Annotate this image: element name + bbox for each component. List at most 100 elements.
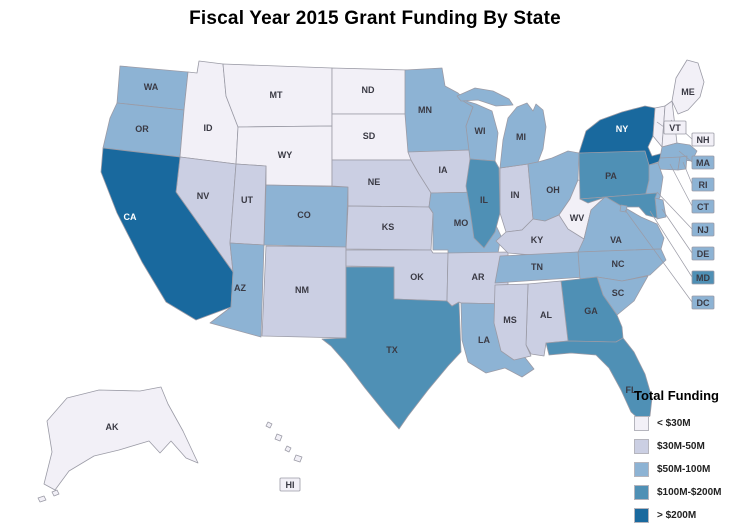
state-ca[interactable] (100, 147, 234, 321)
state-me[interactable] (671, 59, 705, 115)
leader-ma (678, 150, 693, 163)
state-label-mn: MN (418, 105, 432, 115)
callout-label-md: MD (696, 273, 710, 283)
state-label-nc: NC (612, 259, 625, 269)
state-label-co: CO (297, 210, 311, 220)
state-label-ky: KY (531, 235, 544, 245)
state-label-tn: TN (531, 262, 543, 272)
legend-item-30-50: $30M-50M (634, 439, 746, 454)
callout-label-ct: CT (697, 202, 709, 212)
leader-ri (682, 161, 693, 185)
state-ks[interactable] (345, 205, 434, 251)
legend-item-lt30: < $30M (634, 416, 746, 431)
state-label-az: AZ (234, 283, 246, 293)
legend-label-gt200: > $200M (657, 510, 697, 521)
state-label-ny: NY (616, 124, 629, 134)
state-label-ar: AR (472, 272, 485, 282)
state-ms[interactable] (493, 283, 532, 361)
state-label-wy: WY (278, 150, 293, 160)
state-label-ok: OK (410, 272, 424, 282)
callout-label-nj: NJ (697, 225, 709, 235)
state-md[interactable] (579, 192, 658, 219)
state-label-in: IN (511, 190, 520, 200)
state-label-oh: OH (546, 185, 560, 195)
legend-label-100-200: $100M-$200M (657, 487, 722, 498)
state-il[interactable] (465, 158, 501, 249)
leader-lines (624, 119, 693, 303)
callout-label-nh: NH (697, 135, 710, 145)
state-label-nd: ND (362, 85, 375, 95)
callout-ma (691, 155, 715, 170)
state-label-sc: SC (612, 288, 625, 298)
callout-label-hi: HI (286, 480, 295, 490)
state-label-wi: WI (475, 126, 486, 136)
state-ak[interactable] (37, 386, 199, 503)
callout-vt (663, 120, 687, 135)
state-label-me: ME (681, 87, 695, 97)
state-label-ia: IA (439, 165, 449, 175)
state-label-la: LA (478, 335, 490, 345)
callout-md (691, 270, 715, 285)
state-hi[interactable] (265, 421, 303, 463)
state-label-ut: UT (241, 195, 253, 205)
state-label-al: AL (540, 310, 552, 320)
callout-nh (691, 132, 715, 147)
callout-label-ma: MA (696, 158, 710, 168)
callout-nj (691, 222, 715, 237)
state-label-ca: CA (124, 212, 137, 222)
callout-label-de: DE (697, 249, 710, 259)
leader-de (661, 208, 693, 254)
state-label-fl: FL (626, 385, 637, 395)
state-label-sd: SD (363, 131, 376, 141)
callout-label-ri: RI (699, 180, 708, 190)
leader-nj (656, 191, 693, 230)
leader-vt (656, 121, 665, 128)
state-label-ms: MS (503, 315, 517, 325)
callout-de (691, 246, 715, 261)
state-labels: WA OR CA ID NV UT AZ MT WY CO NM ND SD N… (106, 82, 695, 432)
state-label-mi: MI (516, 132, 526, 142)
leader-md (649, 210, 693, 278)
state-va[interactable] (577, 195, 665, 253)
state-label-ne: NE (368, 177, 381, 187)
legend-swatch-50-100 (634, 462, 649, 477)
callout-ri (691, 177, 715, 192)
state-mn[interactable] (404, 67, 474, 153)
leader-ct (669, 163, 693, 207)
state-label-nm: NM (295, 285, 309, 295)
state-tx[interactable] (321, 266, 462, 430)
state-label-id: ID (204, 123, 214, 133)
state-label-ga: GA (584, 306, 598, 316)
page-title: Fiscal Year 2015 Grant Funding By State (189, 8, 561, 29)
legend-swatch-100-200 (634, 485, 649, 500)
legend-swatch-gt200 (634, 508, 649, 523)
states-layer (37, 59, 705, 503)
state-pa[interactable] (578, 147, 658, 200)
legend-label-50-100: $50M-100M (657, 464, 711, 475)
state-label-wa: WA (144, 82, 159, 92)
state-label-pa: PA (605, 171, 617, 181)
callout-label-vt: VT (669, 123, 681, 133)
legend-swatch-lt30 (634, 416, 649, 431)
state-callouts: VT NH MA RI CT NJ DE MD DC HI (279, 120, 715, 492)
legend-item-gt200: > $200M (634, 508, 746, 523)
callout-hi (279, 477, 301, 492)
legend-title: Total Funding (634, 388, 719, 403)
state-label-mo: MO (454, 218, 469, 228)
state-label-wv: WV (570, 213, 585, 223)
legend-item-50-100: $50M-100M (634, 462, 746, 477)
state-label-va: VA (610, 235, 622, 245)
leader-dc (624, 209, 693, 303)
legend-label-30-50: $30M-50M (657, 441, 705, 452)
legend: Total Funding < $30M $30M-50M $50M-100M … (634, 388, 746, 531)
legend-item-100-200: $100M-$200M (634, 485, 746, 500)
legend-swatch-30-50 (634, 439, 649, 454)
state-label-ks: KS (382, 222, 395, 232)
state-label-mt: MT (270, 90, 283, 100)
callout-dc (691, 295, 715, 310)
callout-label-dc: DC (697, 298, 710, 308)
callout-ct (691, 199, 715, 214)
state-label-ak: AK (106, 422, 119, 432)
state-label-tx: TX (386, 345, 398, 355)
